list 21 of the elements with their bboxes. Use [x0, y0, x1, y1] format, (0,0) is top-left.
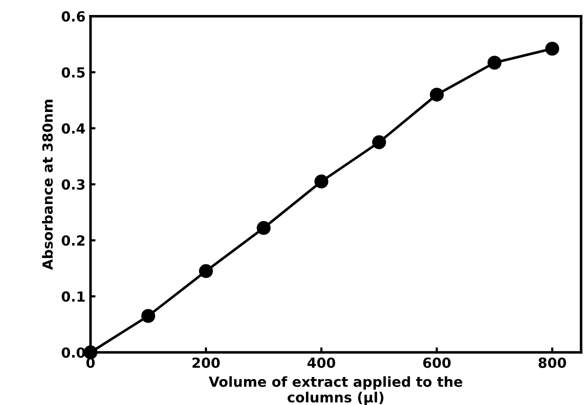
- y-tick-label: 0.5: [62, 67, 85, 78]
- point: [314, 174, 328, 188]
- y-tick-label: 0.3: [62, 179, 85, 190]
- x-tick-label: 600: [423, 357, 451, 368]
- x-axis-title: Volume of extract applied to the columns (µl): [208, 376, 462, 405]
- point: [199, 264, 213, 278]
- point: [372, 135, 386, 150]
- point: [430, 88, 444, 102]
- y-tick-label: 0.4: [62, 123, 86, 134]
- x-tick-label: 200: [192, 357, 220, 368]
- point: [84, 345, 98, 360]
- point: [141, 308, 156, 323]
- y-tick-label: 0.1: [62, 291, 85, 302]
- y-axis-title: Absorbance at 380nm: [42, 100, 53, 270]
- point: [256, 221, 271, 235]
- y-tick-label: 0.2: [62, 235, 84, 246]
- x-tick-label: 400: [308, 357, 336, 368]
- y-tick-label: 0.6: [62, 11, 85, 22]
- point: [488, 56, 502, 70]
- x-tick-label: 800: [538, 357, 566, 368]
- point: [545, 42, 560, 56]
